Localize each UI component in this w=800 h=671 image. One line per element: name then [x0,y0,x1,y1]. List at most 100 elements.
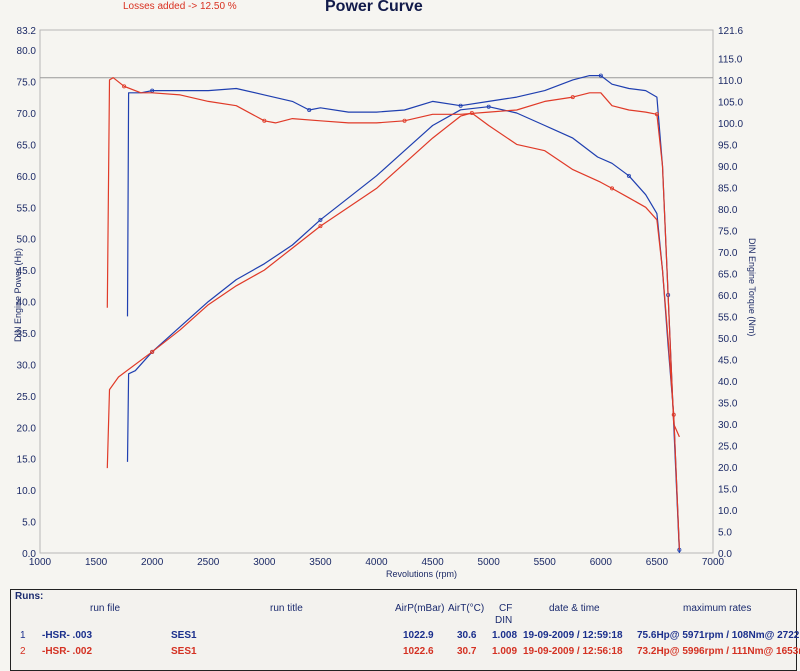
right-tick-label: 110.0 [718,76,743,87]
run-cf: 1.009 [492,646,518,657]
data-point [307,107,312,112]
col-cf: CF [499,603,513,614]
right-tick-label: 15.0 [718,484,738,495]
right-tick-label: 105.0 [718,97,743,108]
data-point [626,173,631,178]
right-tick-label: 60.0 [718,291,738,302]
x-tick-label: 4000 [365,557,388,568]
right-tick-label: 45.0 [718,355,738,366]
left-tick-label: 30.0 [17,360,37,371]
x-tick-label: 7000 [702,557,725,568]
losses-note: Losses added -> 12.50 % [123,1,237,12]
run-title: SES1 [171,630,197,641]
col-airt: AirT(°C) [448,603,485,614]
x-axis-title: Revolutions (rpm) [386,569,457,579]
data-point [610,186,615,191]
right-tick-label: 5.0 [718,527,732,538]
x-tick-label: 6500 [646,557,669,568]
data-point [458,103,463,108]
right-tick-label: 65.0 [718,269,738,280]
series-line-torque-run2 [106,77,680,438]
run-date: 19-09-2009 / 12:56:18 [523,646,623,657]
run-file: -HSR- .002 [42,646,93,657]
data-point [122,84,127,89]
right-axis-title: DIN Engine Torque (Nm) [747,238,757,336]
run-date: 19-09-2009 / 12:59:18 [523,630,623,641]
left-tick-label: 0.0 [22,549,36,560]
col-date: date & time [549,603,600,614]
left-tick-label: 25.0 [17,392,37,403]
run-airp: 1022.6 [403,646,434,657]
x-tick-label: 5000 [478,557,501,568]
left-tick-label: 15.0 [17,455,37,466]
right-tick-label: 80.0 [718,205,738,216]
left-tick-label: 75.0 [17,78,37,89]
right-tick-label: 95.0 [718,140,738,151]
col-airp: AirP(mBar) [395,603,445,614]
left-tick-label: 70.0 [17,109,37,120]
right-axis-ticks: 0.0 5.0 10.0 15.0 20.0 25.0 30.0 35.0 40.0 45.0 50… [718,26,743,560]
run-cf: 1.008 [492,630,518,641]
right-tick-label: 40.0 [718,377,738,388]
left-axis-title: DIN Engine Power (Hp) [13,248,23,342]
col-run-title: run title [270,603,303,614]
x-axis-ticks: 1000 1500 2000 2500 3000 3500 4000 4500 5000 5500… [29,557,725,568]
right-tick-label: 90.0 [718,162,738,173]
data-point [486,104,491,109]
right-tick-label: 85.0 [718,183,738,194]
x-tick-label: 3000 [253,557,276,568]
col-max: maximum rates [683,603,752,614]
left-tick-label: 40.0 [17,298,37,309]
series-layer [106,73,682,554]
data-point [318,217,323,222]
series-line-power-run2 [106,112,680,550]
power-curve-chart: Losses added -> 12.50 % Power Curve 1000… [13,0,757,579]
right-tick-label: 50.0 [718,334,738,345]
col-run-file: run file [90,603,121,614]
left-tick-label: 65.0 [17,140,37,151]
runs-table: Runs: run file run title AirP(mBar) AirT… [10,589,800,671]
run-airp: 1022.9 [403,630,434,641]
data-point [150,349,155,354]
col-cf-din: DIN [495,615,513,626]
plot-frame [39,29,714,554]
left-tick-label: 20.0 [17,423,37,434]
left-tick-label: 5.0 [22,518,36,529]
run-title: SES1 [171,646,197,657]
run-file: -HSR- .003 [42,630,93,641]
run-index: 2 [20,646,26,657]
series-line-power-run1 [126,106,680,550]
x-tick-label: 2000 [141,557,164,568]
data-point [318,224,323,229]
left-tick-label: 35.0 [17,329,37,340]
right-tick-label: 25.0 [718,441,738,452]
series-line-torque-run1 [126,74,680,554]
x-tick-label: 1000 [29,557,52,568]
run-max: 73.2Hp@ 5996rpm / 111Nm@ 1653rpm [637,646,800,657]
right-tick-label: 0.0 [718,549,732,560]
right-tick-label: 121.6 [718,26,743,37]
right-tick-label: 35.0 [718,398,738,409]
runs-label: Runs: [15,591,44,602]
right-tick-label: 20.0 [718,463,738,474]
run-index: 1 [20,630,26,641]
data-point [654,112,659,117]
left-tick-label: 60.0 [17,172,37,183]
right-tick-label: 115.0 [718,54,743,65]
left-tick-label: 10.0 [17,486,37,497]
x-tick-label: 4500 [421,557,444,568]
left-tick-label: 50.0 [17,235,37,246]
run-max: 75.6Hp@ 5971rpm / 108Nm@ 2722rpm [637,630,800,641]
data-point [262,118,267,123]
right-tick-label: 75.0 [718,226,738,237]
x-tick-label: 1500 [85,557,108,568]
x-tick-label: 6000 [590,557,613,568]
data-point [570,95,575,100]
run-airt: 30.7 [457,646,477,657]
left-tick-label: 83.2 [17,26,37,37]
run-airt: 30.6 [457,630,477,641]
left-axis-ticks: 0.0 5.0 10.0 15.0 20.0 25.0 30.0 35.0 40.0 45.0 50… [17,26,37,560]
right-tick-label: 55.0 [718,312,738,323]
left-tick-label: 55.0 [17,203,37,214]
